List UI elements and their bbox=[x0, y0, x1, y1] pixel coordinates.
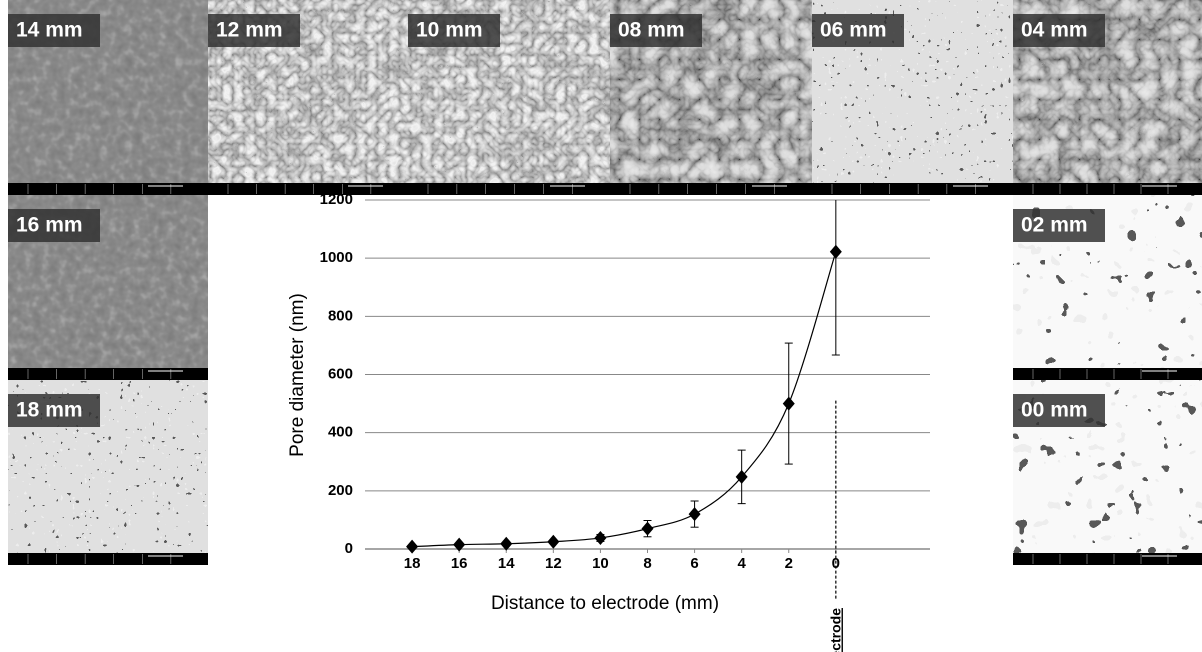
panel-label-bg bbox=[8, 209, 100, 242]
data-point bbox=[688, 507, 701, 522]
x-axis-title: Distance to electrode (mm) bbox=[491, 593, 719, 614]
panel-label: 02 mm bbox=[1021, 214, 1088, 237]
panel-label: 00 mm bbox=[1021, 399, 1088, 422]
plot-area bbox=[408, 200, 840, 549]
y-tick-label: 1000 bbox=[320, 249, 353, 266]
x-tick-label: 2 bbox=[785, 555, 793, 572]
panel-label-bg bbox=[812, 14, 904, 47]
x-tick-label: 10 bbox=[592, 555, 609, 572]
data-point bbox=[641, 521, 654, 536]
data-point bbox=[594, 530, 607, 545]
scale-strip bbox=[208, 183, 408, 195]
y-tick-label: 1200 bbox=[320, 191, 353, 208]
y-tick-label: 200 bbox=[328, 482, 353, 499]
panel-label: 04 mm bbox=[1021, 19, 1088, 42]
panel-label-bg bbox=[1013, 209, 1105, 242]
scale-strip bbox=[8, 368, 208, 380]
data-point bbox=[406, 539, 419, 554]
panel-label: 18 mm bbox=[16, 399, 83, 422]
x-tick-label: 4 bbox=[737, 555, 746, 572]
data-point bbox=[829, 244, 842, 259]
x-tick-label: 8 bbox=[643, 555, 651, 572]
y-tick-label: 400 bbox=[328, 424, 353, 441]
x-tick-label: 14 bbox=[498, 555, 515, 572]
data-point bbox=[453, 537, 466, 552]
panel-label: 10 mm bbox=[416, 19, 483, 42]
x-tick-label: 12 bbox=[545, 555, 562, 572]
data-point bbox=[547, 534, 560, 549]
y-axis-title: Pore diameter (nm) bbox=[287, 293, 308, 457]
panel-label-bg bbox=[408, 14, 500, 47]
panel-label: 16 mm bbox=[16, 214, 83, 237]
annotation: electrode bbox=[828, 608, 844, 652]
chart: Distance to electrode (mm) Pore diameter… bbox=[287, 191, 930, 652]
panel-label: 06 mm bbox=[820, 19, 887, 42]
scale-strip bbox=[8, 553, 208, 565]
y-tick-label: 0 bbox=[345, 540, 353, 557]
panel-label: 12 mm bbox=[216, 19, 283, 42]
panel-label-bg bbox=[610, 14, 702, 47]
data-point bbox=[782, 396, 795, 411]
scale-strip bbox=[408, 183, 610, 195]
panel-label: 08 mm bbox=[618, 19, 685, 42]
scale-strip bbox=[8, 183, 208, 195]
x-tick-label: 6 bbox=[690, 555, 698, 572]
scale-strip bbox=[1013, 553, 1202, 565]
panel-label: 14 mm bbox=[16, 19, 83, 42]
x-tick-label: 16 bbox=[451, 555, 468, 572]
sem-panels: 14 mm 12 mm 10 mm 08 mm 06 mm 04 mm 16 mm 02 mm… bbox=[8, 0, 1202, 565]
trendline bbox=[412, 251, 837, 548]
y-tick-label: 800 bbox=[328, 307, 353, 324]
panel-label-bg bbox=[208, 14, 300, 47]
panel-label-bg bbox=[8, 14, 100, 47]
scale-strip bbox=[610, 183, 812, 195]
scale-strip bbox=[1013, 183, 1202, 195]
panel-label-bg bbox=[1013, 14, 1105, 47]
panel-label-bg bbox=[1013, 394, 1105, 427]
y-tick-label: 600 bbox=[328, 365, 353, 382]
x-tick-label: 18 bbox=[404, 555, 421, 572]
panel-label-bg bbox=[8, 394, 100, 427]
scale-strip bbox=[812, 183, 1013, 195]
data-point bbox=[735, 469, 748, 484]
scale-strip bbox=[1013, 368, 1202, 380]
data-point bbox=[500, 536, 513, 551]
